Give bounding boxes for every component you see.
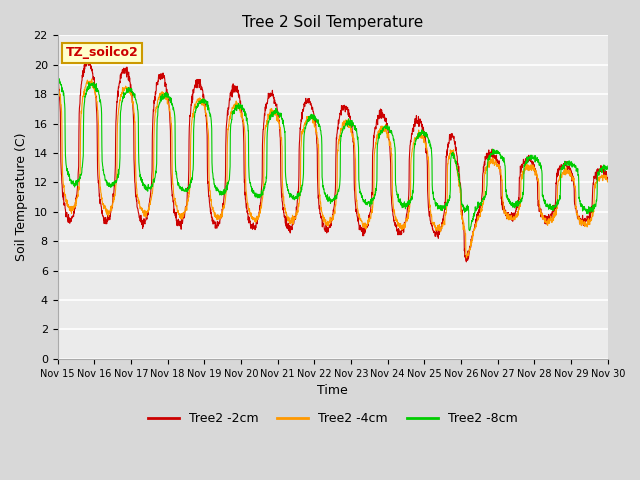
- Tree2 -8cm: [466, 228, 474, 233]
- Tree2 -4cm: [556, 175, 563, 181]
- Tree2 -4cm: [604, 178, 612, 183]
- Tree2 -4cm: [493, 164, 500, 169]
- Tree2 -8cm: [556, 193, 563, 199]
- Tree2 -4cm: [463, 255, 470, 261]
- Tree2 -8cm: [54, 76, 61, 82]
- X-axis label: Time: Time: [317, 384, 348, 397]
- Tree2 -8cm: [493, 147, 500, 153]
- Tree2 -2cm: [83, 57, 90, 62]
- Tree2 -8cm: [361, 200, 369, 206]
- Tree2 -8cm: [571, 165, 579, 170]
- Tree2 -2cm: [604, 178, 612, 183]
- Tree2 -4cm: [349, 131, 356, 137]
- Title: Tree 2 Soil Temperature: Tree 2 Soil Temperature: [242, 15, 423, 30]
- Tree2 -8cm: [207, 118, 215, 123]
- Legend: Tree2 -2cm, Tree2 -4cm, Tree2 -8cm: Tree2 -2cm, Tree2 -4cm, Tree2 -8cm: [143, 407, 523, 430]
- Tree2 -2cm: [571, 201, 579, 207]
- Tree2 -2cm: [493, 158, 500, 164]
- Tree2 -4cm: [571, 184, 579, 190]
- Tree2 -2cm: [54, 70, 61, 76]
- Tree2 -2cm: [361, 230, 369, 236]
- Tree2 -2cm: [207, 210, 215, 216]
- Tree2 -4cm: [207, 197, 215, 203]
- Tree2 -8cm: [604, 163, 612, 169]
- Tree2 -4cm: [361, 224, 369, 230]
- Line: Tree2 -4cm: Tree2 -4cm: [58, 79, 608, 258]
- Tree2 -4cm: [88, 76, 95, 82]
- Tree2 -2cm: [349, 129, 356, 135]
- Tree2 -8cm: [54, 75, 61, 81]
- Tree2 -2cm: [463, 259, 470, 265]
- Tree2 -4cm: [54, 83, 61, 88]
- Tree2 -2cm: [556, 163, 563, 169]
- Y-axis label: Soil Temperature (C): Soil Temperature (C): [15, 133, 28, 262]
- Line: Tree2 -2cm: Tree2 -2cm: [58, 60, 608, 262]
- Text: TZ_soilco2: TZ_soilco2: [66, 47, 138, 60]
- Line: Tree2 -8cm: Tree2 -8cm: [58, 78, 608, 230]
- Tree2 -8cm: [349, 122, 356, 128]
